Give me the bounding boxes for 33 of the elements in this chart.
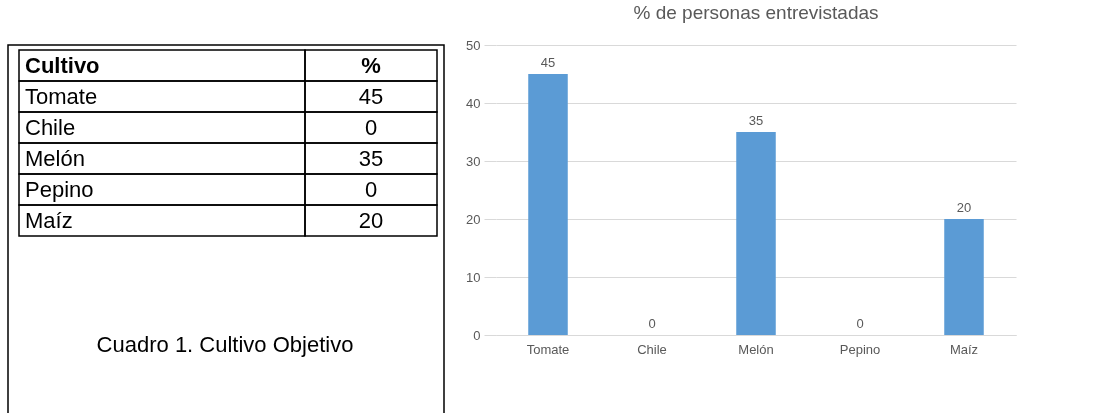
- data-label: 20: [956, 200, 972, 215]
- data-label: 45: [358, 83, 384, 109]
- category-label: Pepino: [25, 176, 94, 202]
- data-label: 35: [748, 113, 764, 128]
- bar: [736, 132, 776, 335]
- y-tick-label: 30: [466, 153, 481, 169]
- chart-title: % de personas entrevistadas: [633, 2, 879, 23]
- text: Cuadro 1. Cultivo Objetivo: [96, 332, 354, 357]
- data-label: 20: [358, 207, 384, 233]
- y-tick-label: 50: [466, 37, 481, 53]
- category-label: Chile: [25, 114, 76, 140]
- y-tick-label: 20: [466, 211, 481, 227]
- data-label: 35: [358, 145, 384, 171]
- x-tick-label: Pepino: [839, 341, 881, 357]
- x-tick-label: Maíz: [949, 341, 979, 357]
- y-tick-label: 10: [466, 269, 481, 285]
- x-tick-label: Chile: [637, 341, 667, 357]
- bar: [944, 219, 984, 335]
- category-label: Tomate: [25, 83, 98, 109]
- data-label: 45: [540, 55, 556, 70]
- y-tick-label: 0: [473, 327, 481, 343]
- x-tick-label: Tomate: [526, 341, 570, 357]
- data-label: 0: [364, 176, 378, 202]
- data-label: 0: [364, 114, 378, 140]
- text: %: [361, 52, 381, 78]
- data-label: 0: [648, 316, 656, 331]
- data-label: 0: [856, 316, 864, 331]
- category-label: Maíz: [25, 207, 73, 233]
- y-tick-label: 40: [466, 95, 481, 111]
- text: Cultivo: [25, 52, 100, 78]
- category-label: Melón: [25, 145, 85, 171]
- bar: [528, 74, 568, 335]
- x-tick-label: Melón: [738, 341, 774, 357]
